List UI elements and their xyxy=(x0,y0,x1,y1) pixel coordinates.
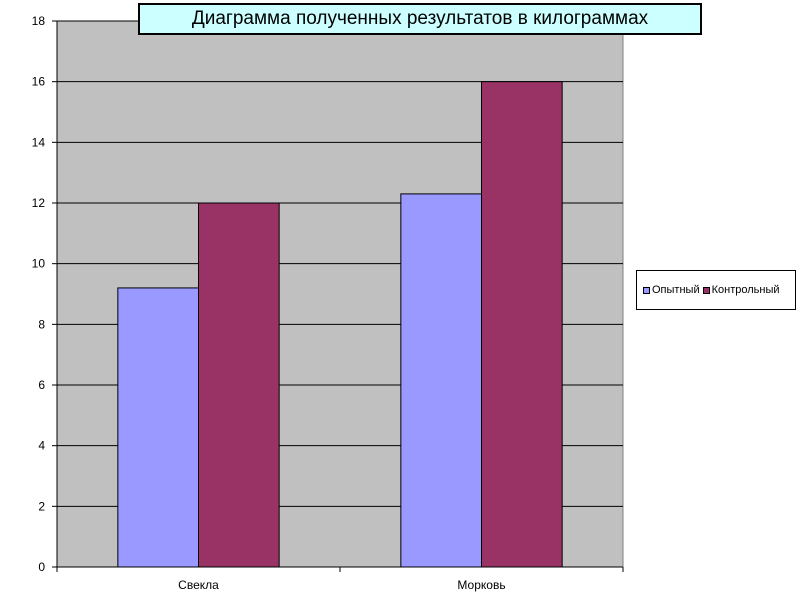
y-tick-labels: 0 2 4 6 8 10 12 14 16 18 xyxy=(32,14,46,574)
axes xyxy=(52,20,624,572)
y-tick-label: 14 xyxy=(32,135,46,149)
y-tick-label: 8 xyxy=(38,317,45,331)
legend-item-opytny: Опытный xyxy=(643,284,700,296)
legend-swatch-kontrolny xyxy=(702,286,710,294)
legend-label-kontrolny: Контрольный xyxy=(711,284,780,296)
y-tick-label: 2 xyxy=(38,499,45,513)
y-tick-label: 18 xyxy=(32,14,46,28)
bar-opytny-0 xyxy=(117,287,199,568)
bar-kontrolny-1 xyxy=(481,81,563,568)
y-tick-label: 16 xyxy=(32,75,46,89)
legend-label-opytny: Опытный xyxy=(652,284,700,296)
y-tick-label: 6 xyxy=(38,378,45,392)
bar-kontrolny-0 xyxy=(198,202,280,568)
legend: Опытный Контрольный xyxy=(636,270,796,310)
y-tick-label: 4 xyxy=(38,439,45,453)
y-tick-label: 0 xyxy=(38,560,45,574)
x-tick-label: Свекла xyxy=(178,578,219,592)
legend-item-kontrolny: Контрольный xyxy=(702,284,780,296)
chart-title: Диаграмма полученных результатов в килог… xyxy=(138,3,702,35)
y-tick-label: 10 xyxy=(32,257,46,271)
x-tick-label: Морковь xyxy=(457,578,505,592)
legend-swatch-opytny xyxy=(643,286,650,294)
x-tick-labels: Свекла Морковь xyxy=(178,578,505,592)
y-tick-label: 12 xyxy=(32,196,46,210)
bar-opytny-1 xyxy=(400,193,482,568)
bars xyxy=(117,81,563,568)
